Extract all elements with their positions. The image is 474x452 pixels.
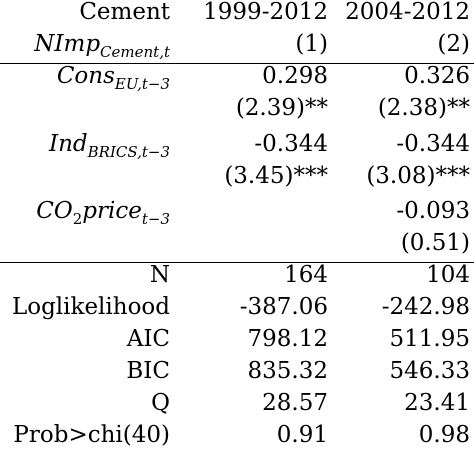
stat-q-col1: 28.57 — [262, 390, 328, 416]
coef-ind-brics-col2: -0.344 — [396, 131, 470, 157]
coef-row-ind-brics: IndBRICS,t−3 -0.344 -0.344 — [0, 128, 474, 161]
tstat-cons-eu-col2: (2.38)** — [377, 95, 470, 121]
stat-row-ind-brics: (3.45)*** (3.08)*** — [0, 160, 474, 192]
stat-row-bic: BIC 835.32 546.33 — [0, 355, 474, 387]
stat-n-col2: 104 — [426, 262, 470, 288]
stat-row-n: N 164 104 — [0, 259, 474, 291]
coef-row-co2-price: CO2pricet−3 -0.093 — [0, 195, 474, 228]
coef-cons-eu-col2: 0.326 — [404, 63, 470, 89]
stat-label-aic: AIC — [126, 326, 170, 352]
stat-label-prob-chi: Prob>chi(40) — [13, 422, 170, 448]
header-col1-period: 1999-2012 — [203, 0, 328, 25]
stat-aic-col1: 798.12 — [247, 326, 328, 352]
coef-row-cons-eu: ConsEU,t−3 0.298 0.326 — [0, 60, 474, 93]
stat-label-bic: BIC — [126, 358, 170, 384]
variable-label-co2-price: CO2pricet−3 — [36, 198, 170, 228]
stat-row-co2-price: (0.51) — [0, 227, 474, 259]
stat-bic-col2: 546.33 — [389, 358, 470, 384]
stat-prob-chi-col2: 0.98 — [418, 422, 470, 448]
stat-row-aic: AIC 798.12 511.95 — [0, 323, 474, 355]
header-row-period: Cement 1999-2012 2004-2012 — [0, 0, 474, 28]
stat-row-cons-eu: (2.39)** (2.38)** — [0, 92, 474, 124]
tstat-ind-brics-col1: (3.45)*** — [224, 163, 328, 189]
coef-cons-eu-col1: 0.298 — [262, 63, 328, 89]
coef-co2-price-col2: -0.093 — [396, 198, 470, 224]
header-col2-model-number: (2) — [437, 31, 470, 57]
variable-label-ind-brics: IndBRICS,t−3 — [49, 131, 170, 161]
stat-n-col1: 164 — [284, 262, 328, 288]
header-row-dependent-variable: NImpCement,t (1) (2) — [0, 28, 474, 61]
header-col1-model-number: (1) — [295, 31, 328, 57]
stat-row-loglikelihood: Loglikelihood -387.06 -242.98 — [0, 291, 474, 323]
header-label-cement: Cement — [79, 0, 170, 25]
stat-row-q: Q 28.57 23.41 — [0, 387, 474, 419]
stat-label-n: N — [149, 262, 170, 288]
header-col2-period: 2004-2012 — [345, 0, 470, 25]
stat-loglikelihood-col1: -387.06 — [239, 294, 328, 320]
variable-label-cons-eu: ConsEU,t−3 — [56, 63, 170, 93]
coef-ind-brics-col1: -0.344 — [254, 131, 328, 157]
tstat-co2-price-col2: (0.51) — [400, 230, 470, 256]
stat-label-loglikelihood: Loglikelihood — [11, 294, 170, 320]
header-rule — [0, 63, 474, 64]
tstat-ind-brics-col2: (3.08)*** — [366, 163, 470, 189]
stats-rule — [0, 262, 474, 263]
stat-bic-col1: 835.32 — [247, 358, 328, 384]
dependent-variable-label: NImpCement,t — [34, 31, 170, 61]
stat-prob-chi-col1: 0.91 — [276, 422, 328, 448]
stat-q-col2: 23.41 — [404, 390, 470, 416]
stat-loglikelihood-col2: -242.98 — [381, 294, 470, 320]
tstat-cons-eu-col1: (2.39)** — [235, 95, 328, 121]
stat-row-prob-chi: Prob>chi(40) 0.91 0.98 — [0, 419, 474, 451]
stat-aic-col2: 511.95 — [389, 326, 470, 352]
stat-label-q: Q — [151, 390, 170, 416]
